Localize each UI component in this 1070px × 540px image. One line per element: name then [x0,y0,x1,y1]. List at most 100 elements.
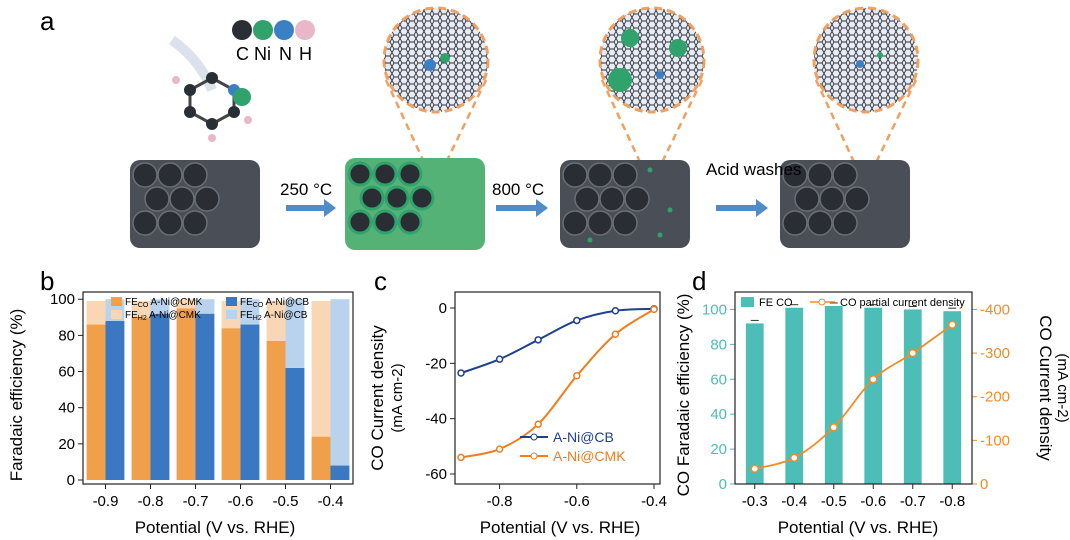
precursor-molecule [169,35,252,142]
legend-carbon: C [236,44,249,64]
bar-fe-co [745,323,764,484]
point-co-partial-current [869,375,878,384]
point-cb [573,316,581,325]
point-cmk [457,453,465,462]
bar-cmk-fe-co [86,324,106,480]
bar-fe-co [864,307,883,484]
bar-cmk-fe-co [266,340,286,480]
bar-cmk-fe-co [176,308,196,480]
zoom-circle-1 [382,6,490,176]
chart-d-fe-and-current: d CO Faradaic efficiency (%) CO Current … [675,266,1070,537]
panel-a-label: a [40,6,55,36]
step-arrow-1: 250 °C [280,180,336,217]
chart-d-ytick-label: 80 [710,336,727,353]
chart-d-y2tick-label: -400 [980,301,1010,318]
chart-b-ylabel: Faradaic efficiency (%) [7,309,26,482]
bar-cmk-fe-co [221,328,241,480]
chart-d-y2tick-label: -300 [980,345,1010,362]
chart-c-ylabel: CO Current density [368,325,387,471]
chart-b-ytick-label: 80 [58,327,75,344]
chart-b-ytick-label: 100 [50,291,75,308]
panel-b-label: b [40,266,54,296]
chart-d-ytick-label: 20 [710,441,727,458]
point-cb [534,336,542,344]
chart-d-y2label-unit: (mA cm-2) [1054,353,1070,422]
carbon-rod-bundle-1 [130,160,260,248]
step-label-3: Acid washes [706,160,801,179]
point-co-partial-current [790,453,799,463]
chart-d-ytick-label: 0 [719,476,727,493]
chart-c-frame [454,291,661,485]
svg-text:FECO A-Ni@CMK: FECO A-Ni@CMK [125,297,203,309]
point-cmk [650,305,658,314]
bar-cb-fe-h2 [285,299,305,368]
step-label-2: 800 °C [492,180,544,199]
legend-hydrogen: H [299,44,312,64]
chart-c-xtick-label: -0.8 [487,493,513,510]
chart-b-faradaic-efficiency: b Faradaic efficiency (%) Potential (V v… [7,266,354,537]
bar-cmk-fe-co [131,317,151,480]
legend-nickel: Ni [254,44,271,64]
bar-cb-fe-co [330,465,350,480]
bar-cb-fe-h2 [150,299,170,314]
svg-text:FECO A-Ni@CB: FECO A-Ni@CB [240,297,309,309]
chart-b-ytick-label: 0 [67,472,75,489]
legend-fe-co: FE CO [759,297,793,309]
chart-c-ytick-label: -40 [425,411,447,428]
point-co-partial-current [948,320,957,329]
chart-d-ytick-label: 100 [702,301,727,318]
chart-d-y2tick-label: 0 [980,476,988,493]
chart-b-xtick-label: -0.9 [93,493,119,510]
chart-b-xtick-label: -0.7 [183,493,209,510]
chart-b-xtick-label: -0.5 [273,493,299,510]
bar-cb-fe-h2 [330,299,350,466]
bar-cb-fe-h2 [240,299,260,325]
chart-c-ytick-label: -20 [425,355,447,372]
chart-d-xtick-label: -0.3 [742,493,768,510]
chart-d-y2tick-label: -100 [980,432,1010,449]
ni-particle-rod-bundle [560,160,690,248]
bar-cmk-fe-h2 [266,301,286,341]
chart-d-y2tick-label: -200 [980,389,1010,406]
chart-b-ytick-label: 60 [58,364,75,381]
chart-b-xtick-label: -0.8 [138,493,164,510]
line-co-partial-current [754,323,953,470]
bar-cb-fe-co [105,320,125,480]
point-cmk [534,420,542,428]
chart-d-xtick-label: -0.6 [860,493,886,510]
panel-c-label: c [374,266,387,296]
nickel-precursor-sphere [233,88,251,106]
bar-cmk-fe-h2 [86,301,106,325]
chart-d-frame [734,291,973,485]
legend-nitrogen: N [279,44,292,64]
point-cb [457,369,465,377]
chart-c-legend: A-Ni@CB A-Ni@CMK [520,429,626,464]
bar-cmk-fe-co [311,436,331,480]
chart-d-xtick-label: -0.5 [821,493,847,510]
bar-cb-fe-co [285,367,305,480]
chart-b-xtick-label: -0.6 [228,493,254,510]
chart-d-legend: FE CO CO partial current density [741,297,965,309]
element-legend: C Ni N H [232,20,315,64]
bar-cb-fe-co [195,313,215,480]
chart-c-ylabel-unit: (mA cm-2) [389,363,406,432]
chart-d-ytick-label: 60 [710,371,727,388]
bar-fe-co [824,305,843,484]
step-arrow-3: Acid washes [706,160,801,217]
green-coated-rod-bundle [345,158,485,250]
chart-b-legend: FECO A-Ni@CMK FEH2 A-Ni@CMK FECO A-Ni@CB… [111,297,309,322]
point-cb [495,355,504,363]
chart-c-ytick-label: -60 [425,466,447,483]
chart-b-frame [82,291,354,485]
point-co-partial-current [750,464,759,473]
chart-d-ytick-label: 40 [710,406,727,423]
chart-c-xtick-label: -0.6 [564,493,590,510]
panel-a-schematic: a C Ni N H [40,6,920,250]
legend-co-partial: CO partial current density [840,297,965,309]
chart-b-xtick-label: -0.4 [318,493,344,510]
bar-cb-fe-h2 [195,299,215,314]
bar-cmk-fe-h2 [176,299,196,309]
point-cmk [611,330,620,339]
chart-b-ytick-label: 20 [58,436,75,453]
point-co-partial-current [908,348,917,358]
